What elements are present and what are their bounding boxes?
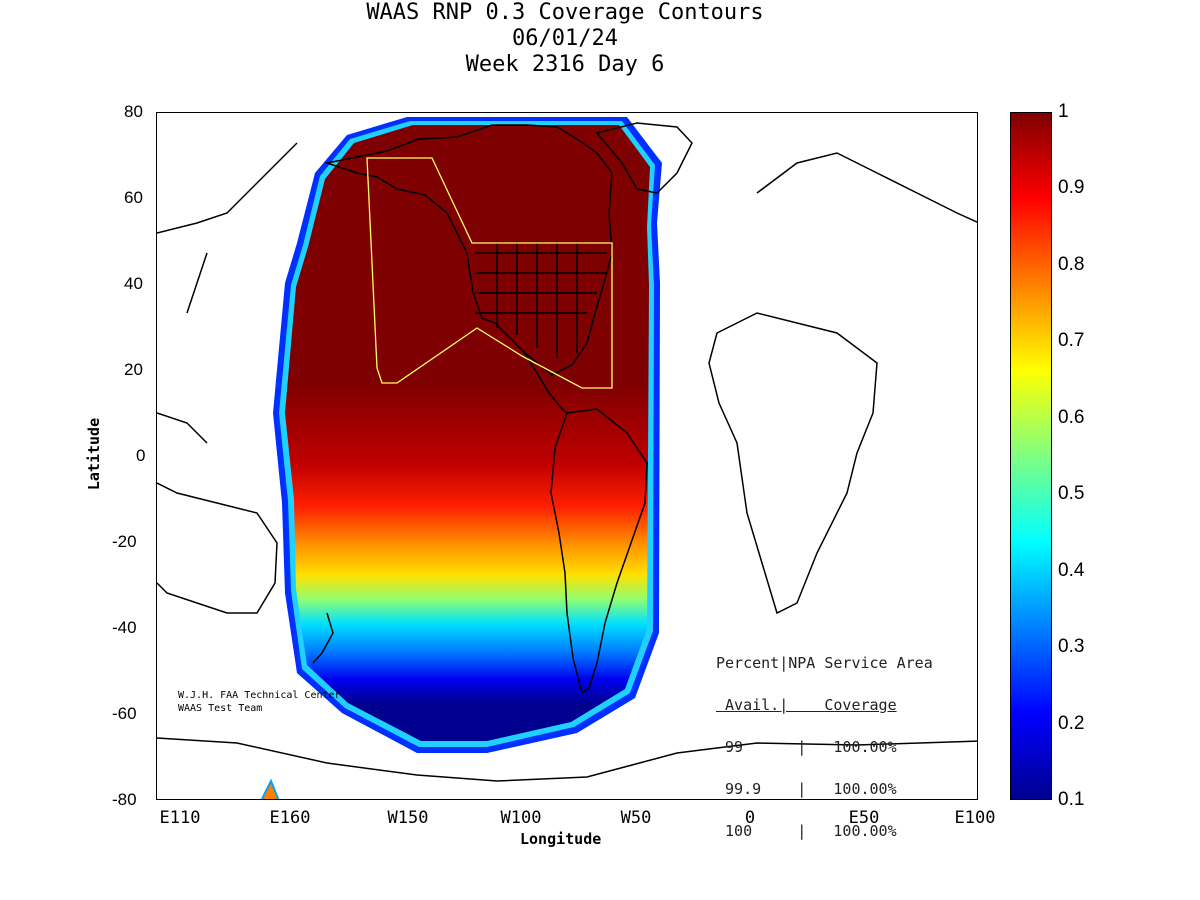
colorbar-tick: 0.7 <box>1058 330 1085 352</box>
x-axis-label: Longitude <box>520 830 602 848</box>
ytick-minus40: -40 <box>112 618 137 637</box>
xtick-w100: W100 <box>500 808 542 828</box>
map-canvas <box>157 117 977 799</box>
table-subheader-avail: Avail. <box>725 696 780 714</box>
table-header-percent: Percent <box>716 654 780 672</box>
ytick-80: 80 <box>124 102 143 121</box>
y-axis-label: Latitude <box>85 417 104 491</box>
table-row: 99 | 100.00% <box>725 738 897 756</box>
coverage-patch-south <box>260 778 280 799</box>
xtick-e100: E100 <box>954 808 996 828</box>
ytick-40: 40 <box>124 274 143 293</box>
xtick-e50: E50 <box>848 808 880 828</box>
table-row: 100 | 100.00% <box>725 822 897 840</box>
service-area-outline <box>366 157 613 389</box>
colorbar-tick: 0.9 <box>1058 177 1085 199</box>
credit-line2: WAAS Test Team <box>178 703 263 714</box>
xtick-e110: E110 <box>159 808 201 828</box>
ytick-20: 20 <box>124 360 143 379</box>
xtick-w50: W50 <box>620 808 652 828</box>
table-header-npa: NPA Service Area <box>788 654 933 672</box>
ytick-0: 0 <box>136 446 146 465</box>
plot-title-line3: Week 2316 Day 6 <box>465 52 665 77</box>
coverage-fill <box>285 125 650 741</box>
xtick-w150: W150 <box>387 808 429 828</box>
xtick-0: 0 <box>744 808 756 828</box>
coverage-table: Percent|NPA Service Area Avail.| Coverag… <box>716 654 933 840</box>
colorbar-tick: 1 <box>1058 101 1069 122</box>
colorbar-tick: 0.1 <box>1058 789 1085 810</box>
colorbar-tick: 0.2 <box>1058 712 1085 734</box>
ytick-minus80: -80 <box>112 790 137 809</box>
credit-line1: W.J.H. FAA Technical Center <box>178 690 341 701</box>
colorbar-tick: 0.8 <box>1058 253 1085 275</box>
plot-title-line2: 06/01/24 <box>512 26 618 51</box>
coastlines <box>157 122 977 782</box>
colorbar <box>1010 112 1052 800</box>
colorbar-tick: 0.5 <box>1058 483 1085 505</box>
ytick-minus60: -60 <box>112 704 137 723</box>
colorbar-tick: 0.3 <box>1058 636 1085 658</box>
table-subheader-coverage: Coverage <box>824 696 897 714</box>
ytick-minus20: -20 <box>112 532 137 551</box>
coverage-map <box>156 112 978 800</box>
table-row: 99.9 | 100.00% <box>725 780 897 798</box>
colorbar-tick: 0.4 <box>1058 559 1085 581</box>
plot-title-line1: WAAS RNP 0.3 Coverage Contours <box>366 0 764 25</box>
ytick-60: 60 <box>124 188 143 207</box>
colorbar-tick: 0.6 <box>1058 406 1085 428</box>
xtick-e160: E160 <box>269 808 311 828</box>
